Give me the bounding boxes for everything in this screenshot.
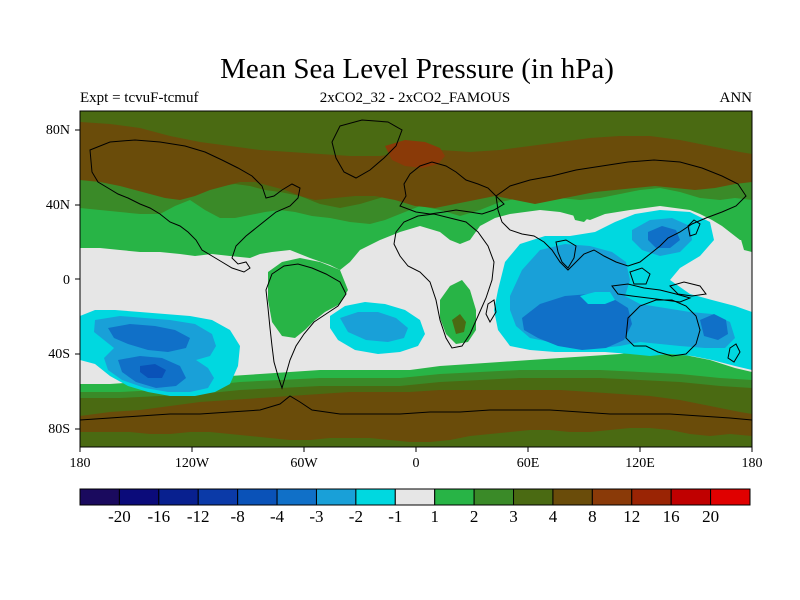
lon-tick-label: 120E bbox=[625, 456, 655, 471]
coastline-europe bbox=[399, 161, 505, 215]
comparison-label: 2xCO2_32 - 2xCO2_FAMOUS bbox=[319, 90, 511, 106]
lon-tick-label: 60E bbox=[516, 456, 540, 471]
coastline-indonesia bbox=[611, 283, 692, 303]
lat-tick-label: 80S bbox=[48, 422, 70, 437]
colorbar-label: -2 bbox=[348, 507, 363, 526]
colorbar-swatch bbox=[513, 488, 554, 506]
coastline-australia bbox=[625, 299, 701, 357]
lat-tick-label: 40N bbox=[45, 198, 70, 213]
coastline-asia bbox=[495, 159, 747, 271]
field-band-neg3 bbox=[700, 314, 728, 340]
colorbar-swatch bbox=[710, 488, 751, 506]
field-band-neg2 bbox=[340, 312, 408, 342]
colorbar-label: 1 bbox=[430, 507, 439, 526]
colorbar-swatch bbox=[670, 488, 712, 506]
colorbar-label: -20 bbox=[108, 507, 131, 526]
colorbar-label: 8 bbox=[588, 507, 597, 526]
colorbar-swatch bbox=[394, 488, 436, 506]
colorbar-swatch bbox=[79, 488, 120, 506]
lon-tick-label: 180 bbox=[69, 456, 91, 471]
colorbar bbox=[79, 488, 751, 506]
colorbar-swatch bbox=[158, 488, 199, 506]
lat-tick-label: 80N bbox=[45, 123, 70, 138]
lon-tick-label: 0 bbox=[412, 456, 420, 471]
season-label: ANN bbox=[719, 90, 753, 106]
lat-tick-label: 0 bbox=[63, 273, 70, 288]
field-band-pos1 bbox=[572, 206, 590, 222]
field-band-neg1 bbox=[580, 292, 615, 304]
colorbar-label: -12 bbox=[186, 507, 210, 526]
colorbar-swatch bbox=[552, 488, 593, 506]
field-band-neg3 bbox=[108, 324, 190, 352]
field-band-pos5 bbox=[385, 140, 445, 168]
colorbar-swatch bbox=[355, 488, 396, 506]
coastline-india bbox=[555, 239, 577, 269]
coastline-madagascar bbox=[485, 299, 497, 324]
coastlines bbox=[80, 119, 752, 421]
field-band-pos4 bbox=[80, 390, 752, 442]
colorbar-label: -3 bbox=[309, 507, 324, 526]
field-band-neg4 bbox=[140, 364, 166, 378]
coastline-new-guinea bbox=[669, 281, 707, 297]
colorbar-label: -16 bbox=[147, 507, 171, 526]
axis-ticks bbox=[75, 129, 753, 452]
lon-tick-label: 180 bbox=[741, 456, 763, 471]
colorbar-label: 4 bbox=[548, 507, 558, 526]
colorbar-label: 20 bbox=[702, 507, 720, 526]
colorbar-swatch bbox=[434, 488, 475, 506]
colorbar-swatch bbox=[118, 488, 160, 506]
field-band-neg3 bbox=[522, 294, 632, 350]
field-band-pos3 bbox=[452, 314, 466, 334]
colorbar-label: -8 bbox=[230, 507, 245, 526]
colorbar-swatch bbox=[631, 488, 672, 506]
coastline-antarctica bbox=[80, 395, 752, 421]
colorbar-label: -4 bbox=[269, 507, 285, 526]
colorbar-swatch bbox=[315, 488, 357, 506]
map-title: Mean Sea Level Pressure (in hPa) bbox=[220, 53, 614, 85]
lon-tick-label: 60W bbox=[290, 456, 318, 471]
colorbar-label: -1 bbox=[388, 507, 403, 526]
coastline-south-america bbox=[265, 263, 347, 390]
colorbar-swatch bbox=[591, 488, 633, 506]
coastline-greenland bbox=[331, 119, 403, 179]
field-band-neg3 bbox=[648, 226, 680, 248]
coastline-japan bbox=[687, 219, 701, 237]
coastline-north-america bbox=[89, 139, 301, 273]
pressure-field bbox=[80, 111, 752, 447]
lon-tick-label: 120W bbox=[174, 456, 210, 471]
colorbar-label: 16 bbox=[662, 507, 680, 526]
coastline-borneo bbox=[629, 267, 651, 285]
field-band-pos1 bbox=[440, 280, 476, 344]
colorbar-label: 12 bbox=[623, 507, 641, 526]
colorbar-swatch bbox=[237, 488, 278, 506]
colorbar-label: 2 bbox=[469, 507, 479, 526]
colorbar-swatch bbox=[473, 488, 515, 506]
colorbar-swatch bbox=[276, 488, 317, 506]
field-band-pos1 bbox=[268, 258, 348, 338]
coastline-new-zealand bbox=[727, 343, 741, 363]
colorbar-label: 3 bbox=[509, 507, 518, 526]
lat-tick-label: 40S bbox=[48, 347, 70, 362]
experiment-label: Expt = tcvuF-tcmuf bbox=[80, 90, 199, 106]
coastline-africa bbox=[393, 213, 495, 349]
colorbar-swatch bbox=[197, 488, 239, 506]
field-band-pos1 bbox=[740, 232, 752, 252]
